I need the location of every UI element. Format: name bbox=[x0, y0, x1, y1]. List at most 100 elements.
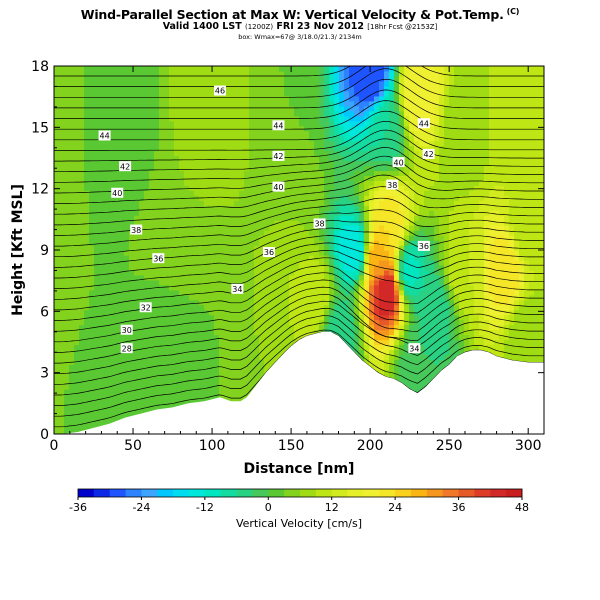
field-cell bbox=[89, 349, 95, 356]
field-cell bbox=[64, 289, 70, 296]
field-cell bbox=[374, 344, 380, 351]
field-cell bbox=[179, 240, 185, 246]
field-cell bbox=[269, 235, 275, 241]
field-cell bbox=[309, 250, 315, 256]
field-cell bbox=[269, 160, 275, 167]
field-cell bbox=[119, 235, 125, 241]
field-cell bbox=[114, 245, 120, 251]
field-cell bbox=[239, 145, 245, 152]
field-cell bbox=[374, 220, 380, 226]
field-cell bbox=[209, 339, 215, 346]
field-cell bbox=[369, 120, 375, 127]
field-cell bbox=[244, 230, 250, 236]
field-cell bbox=[339, 235, 345, 241]
field-cell bbox=[139, 66, 145, 72]
field-cell bbox=[314, 180, 320, 186]
field-cell bbox=[289, 105, 295, 112]
field-cell bbox=[54, 135, 60, 142]
field-cell bbox=[304, 254, 310, 261]
field-cell bbox=[194, 334, 200, 341]
field-cell bbox=[319, 200, 325, 206]
field-cell bbox=[104, 105, 110, 112]
field-cell bbox=[229, 274, 235, 281]
field-cell bbox=[324, 165, 330, 172]
field-cell bbox=[84, 294, 90, 301]
field-cell bbox=[114, 235, 120, 241]
field-cell bbox=[79, 220, 85, 226]
field-cell bbox=[94, 369, 100, 375]
field-cell bbox=[59, 394, 65, 400]
field-cell bbox=[174, 279, 180, 286]
field-cell bbox=[149, 210, 155, 216]
field-cell bbox=[259, 274, 265, 281]
field-cell bbox=[289, 210, 295, 216]
field-cell bbox=[59, 210, 65, 216]
field-cell bbox=[289, 324, 295, 331]
field-cell bbox=[364, 329, 370, 336]
field-cell bbox=[59, 329, 65, 336]
field-cell bbox=[364, 205, 370, 211]
field-cell bbox=[209, 165, 215, 172]
field-cell bbox=[79, 349, 85, 356]
field-cell bbox=[249, 150, 255, 157]
field-cell bbox=[189, 319, 195, 326]
field-cell bbox=[254, 289, 260, 296]
field-cell bbox=[304, 195, 310, 201]
field-cell bbox=[304, 180, 310, 186]
field-cell bbox=[154, 369, 160, 375]
field-cell bbox=[174, 240, 180, 246]
field-cell bbox=[384, 190, 390, 196]
field-cell bbox=[179, 309, 185, 316]
field-cell bbox=[114, 150, 120, 157]
field-cell bbox=[364, 299, 370, 306]
field-cell bbox=[79, 394, 85, 400]
field-cell bbox=[299, 66, 305, 72]
field-cell bbox=[159, 354, 165, 361]
field-cell bbox=[104, 125, 110, 132]
field-cell bbox=[159, 299, 165, 306]
field-cell bbox=[204, 190, 210, 196]
field-cell bbox=[174, 85, 180, 92]
field-cell bbox=[369, 135, 375, 142]
field-cell bbox=[254, 369, 260, 375]
field-cell bbox=[124, 145, 130, 152]
field-cell bbox=[289, 135, 295, 142]
field-cell bbox=[184, 160, 190, 167]
field-cell bbox=[189, 250, 195, 256]
field-cell bbox=[209, 274, 215, 281]
field-cell bbox=[249, 110, 255, 117]
field-cell bbox=[124, 414, 130, 420]
field-cell bbox=[99, 314, 105, 321]
field-cell bbox=[269, 225, 275, 231]
field-cell bbox=[239, 150, 245, 157]
field-cell bbox=[119, 414, 125, 420]
field-cell bbox=[149, 160, 155, 167]
field-cell bbox=[244, 319, 250, 326]
field-cell bbox=[194, 175, 200, 181]
field-cell bbox=[279, 329, 285, 336]
field-cell bbox=[219, 180, 225, 186]
field-cell bbox=[344, 254, 350, 261]
field-cell bbox=[224, 344, 230, 351]
field-cell bbox=[279, 220, 285, 226]
field-cell bbox=[289, 130, 295, 137]
field-cell bbox=[139, 284, 145, 291]
field-cell bbox=[279, 100, 285, 107]
field-cell bbox=[139, 160, 145, 167]
field-cell bbox=[184, 309, 190, 316]
field-cell bbox=[209, 250, 215, 256]
field-cell bbox=[234, 240, 240, 246]
field-cell bbox=[384, 195, 390, 201]
field-cell bbox=[334, 145, 340, 152]
field-cell bbox=[379, 150, 385, 157]
field-cell bbox=[224, 254, 230, 261]
field-cell bbox=[114, 120, 120, 127]
field-cell bbox=[254, 150, 260, 157]
field-cell bbox=[154, 394, 160, 400]
field-cell bbox=[334, 155, 340, 162]
field-cell bbox=[229, 70, 235, 77]
field-cell bbox=[149, 220, 155, 226]
field-cell bbox=[159, 344, 165, 351]
field-cell bbox=[214, 80, 220, 87]
field-cell bbox=[59, 205, 65, 211]
